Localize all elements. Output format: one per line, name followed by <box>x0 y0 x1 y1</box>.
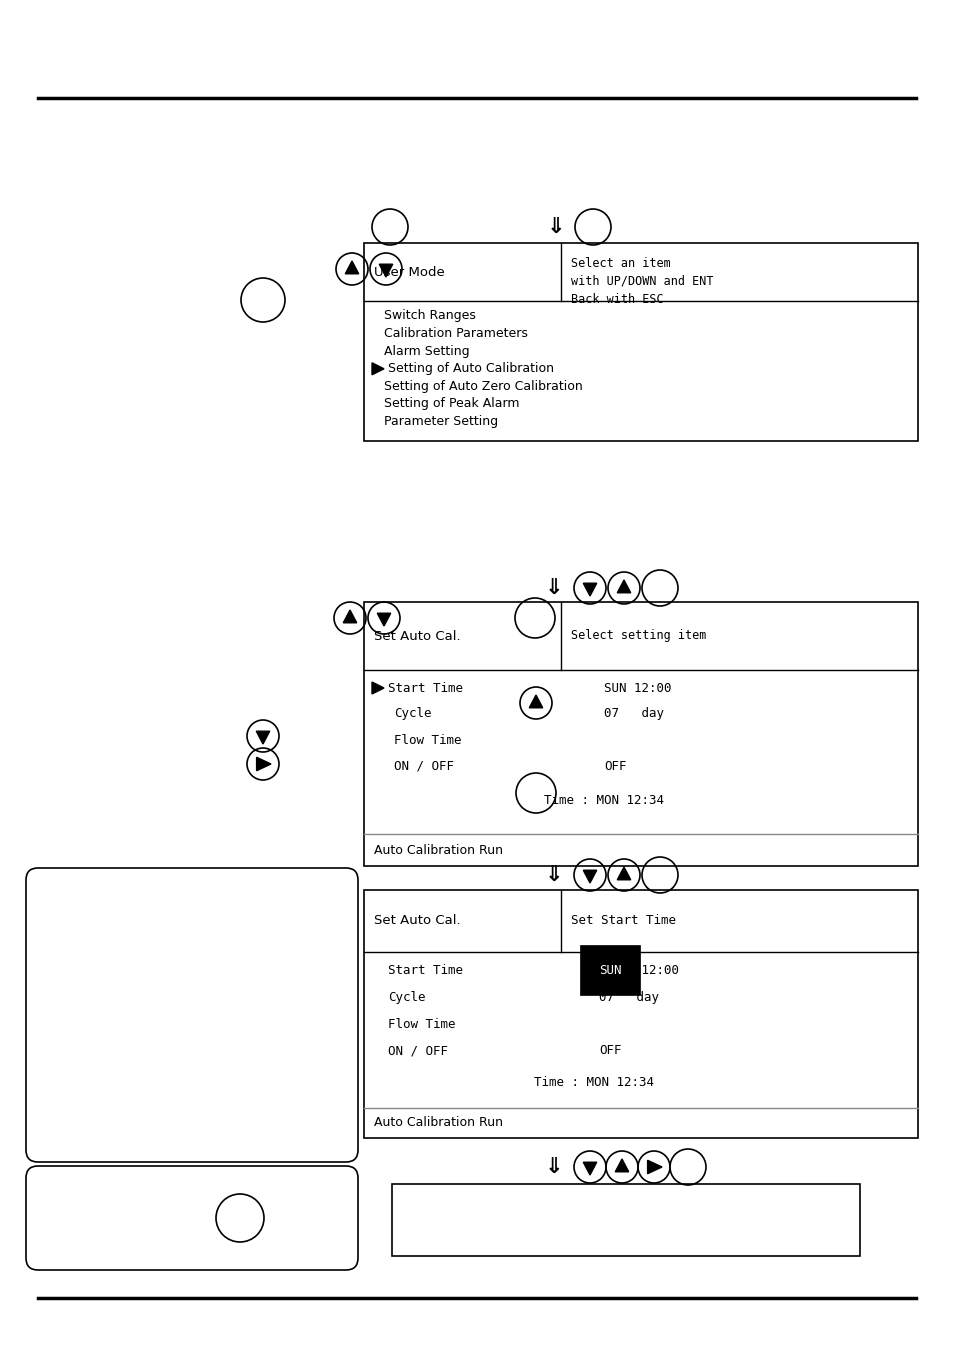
Text: 07   day: 07 day <box>603 708 663 720</box>
Text: Setting of Peak Alarm: Setting of Peak Alarm <box>384 397 519 411</box>
Polygon shape <box>256 758 271 770</box>
Polygon shape <box>582 1162 596 1175</box>
FancyBboxPatch shape <box>26 1166 357 1270</box>
Polygon shape <box>379 265 393 277</box>
Bar <box>392 1183 859 1256</box>
Text: ⇓: ⇓ <box>544 865 562 885</box>
Text: Switch Ranges: Switch Ranges <box>384 309 476 323</box>
Text: User Mode: User Mode <box>374 266 444 278</box>
Text: Select setting item: Select setting item <box>570 630 705 643</box>
Bar <box>364 603 917 866</box>
Text: Flow Time: Flow Time <box>394 734 461 747</box>
Text: OFF: OFF <box>603 759 626 773</box>
Polygon shape <box>582 584 596 596</box>
Text: 12:00: 12:00 <box>634 963 679 977</box>
Text: OFF: OFF <box>598 1044 620 1058</box>
Polygon shape <box>647 1161 661 1174</box>
Text: Time : MON 12:34: Time : MON 12:34 <box>534 1077 654 1089</box>
Text: Alarm Setting: Alarm Setting <box>384 345 469 358</box>
Polygon shape <box>372 363 384 374</box>
Text: Set Auto Cal.: Set Auto Cal. <box>374 630 460 643</box>
Polygon shape <box>256 731 270 744</box>
Text: Auto Calibration Run: Auto Calibration Run <box>374 843 502 857</box>
Text: Time : MON 12:34: Time : MON 12:34 <box>543 793 663 807</box>
Text: Select an item
with UP/DOWN and ENT
Back with ESC: Select an item with UP/DOWN and ENT Back… <box>570 257 713 305</box>
Polygon shape <box>372 682 384 694</box>
Text: Set Start Time: Set Start Time <box>570 915 675 928</box>
Text: ⇓: ⇓ <box>546 218 565 236</box>
Polygon shape <box>345 261 358 274</box>
Text: Setting of Auto Zero Calibration: Setting of Auto Zero Calibration <box>384 380 582 393</box>
Text: Start Time: Start Time <box>388 963 462 977</box>
Text: SUN: SUN <box>598 963 620 977</box>
Polygon shape <box>615 1159 628 1171</box>
Text: SUN 12:00: SUN 12:00 <box>603 681 671 694</box>
Text: Parameter Setting: Parameter Setting <box>384 415 497 428</box>
Text: Calibration Parameters: Calibration Parameters <box>384 327 527 340</box>
Text: 07   day: 07 day <box>598 990 659 1004</box>
Text: Auto Calibration Run: Auto Calibration Run <box>374 1116 502 1129</box>
Bar <box>364 890 917 1138</box>
Bar <box>364 243 917 440</box>
Text: ON / OFF: ON / OFF <box>388 1044 448 1058</box>
Text: Start Time: Start Time <box>388 681 462 694</box>
Text: Flow Time: Flow Time <box>388 1017 455 1031</box>
Text: ⇓: ⇓ <box>544 1156 562 1177</box>
Polygon shape <box>376 613 391 626</box>
Text: Cycle: Cycle <box>388 990 425 1004</box>
Polygon shape <box>343 611 356 623</box>
Polygon shape <box>617 867 630 880</box>
FancyBboxPatch shape <box>26 867 357 1162</box>
Text: ⇓: ⇓ <box>544 578 562 598</box>
Polygon shape <box>617 580 630 593</box>
Text: Set Auto Cal.: Set Auto Cal. <box>374 915 460 928</box>
Text: ON / OFF: ON / OFF <box>394 759 454 773</box>
Polygon shape <box>529 694 542 708</box>
Text: Cycle: Cycle <box>394 708 431 720</box>
Polygon shape <box>582 870 596 884</box>
Text: Setting of Auto Calibration: Setting of Auto Calibration <box>388 362 554 376</box>
